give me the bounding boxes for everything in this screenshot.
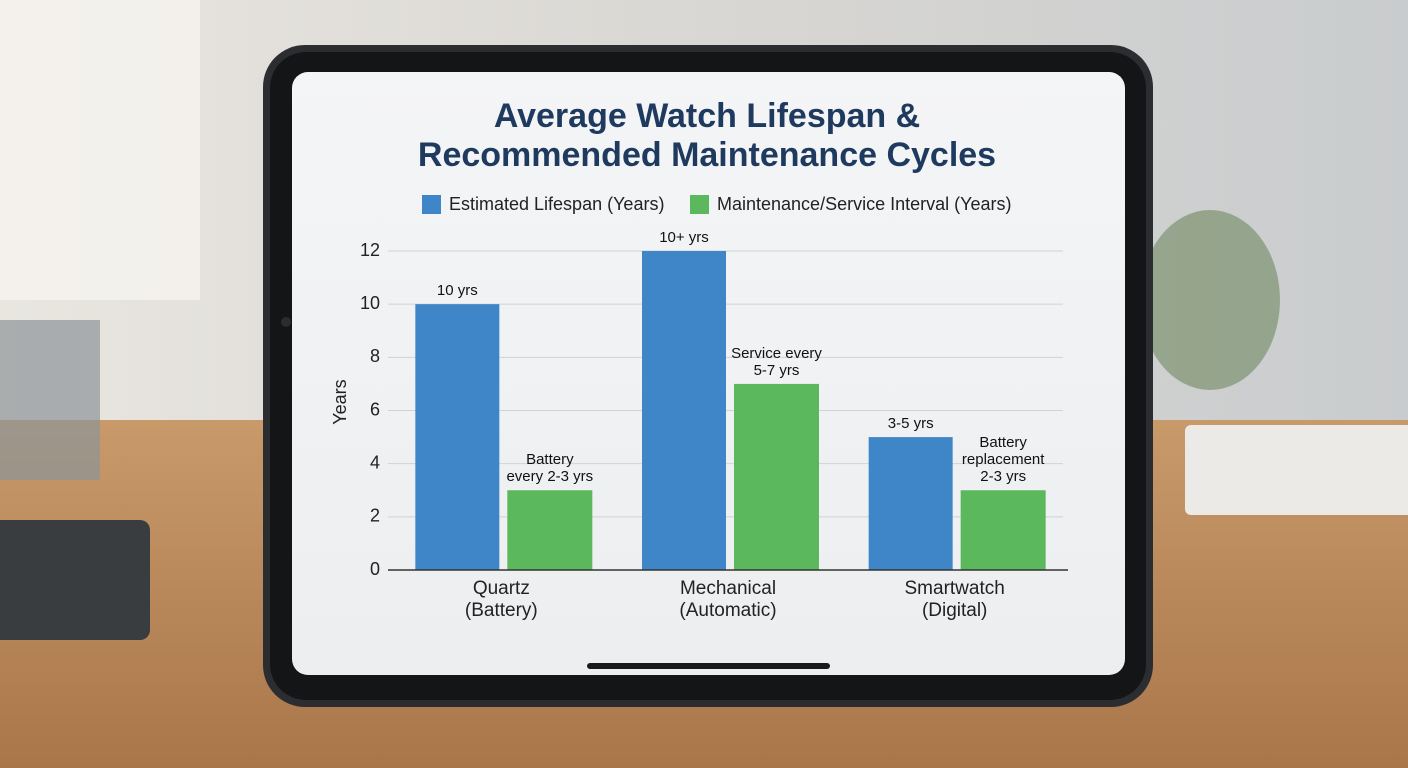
- bar: [642, 251, 726, 570]
- value-label: 3-5 yrs: [888, 415, 934, 432]
- pen-holder: [0, 320, 100, 480]
- value-label: Service every: [731, 345, 822, 362]
- notebook: [0, 520, 150, 640]
- value-label: 10 yrs: [437, 282, 478, 299]
- legend-label: Maintenance/Service Interval (Years): [717, 194, 1011, 214]
- legend-label: Estimated Lifespan (Years): [449, 194, 664, 214]
- bar: [868, 437, 953, 570]
- y-tick-label: 6: [370, 399, 380, 419]
- value-label: 2-3 yrs: [980, 468, 1026, 485]
- plant: [1140, 210, 1280, 390]
- legend-swatch: [690, 195, 709, 214]
- y-tick-label: 2: [370, 506, 380, 526]
- x-tick-label: (Battery): [465, 600, 538, 621]
- chart-title: Recommended Maintenance Cycles: [418, 136, 996, 174]
- papers: [1185, 425, 1408, 515]
- y-tick-label: 10: [360, 293, 380, 313]
- y-tick-label: 4: [370, 452, 380, 472]
- y-tick-label: 12: [360, 240, 380, 260]
- value-label: 10+ yrs: [659, 229, 709, 246]
- chart: Average Watch Lifespan &Recommended Main…: [330, 97, 1068, 621]
- value-label: Battery: [526, 451, 574, 468]
- legend-swatch: [422, 195, 441, 214]
- y-axis-label: Years: [330, 379, 350, 424]
- bar: [415, 304, 500, 570]
- x-tick-label: Smartwatch: [905, 578, 1005, 599]
- bar: [960, 490, 1046, 570]
- bar: [734, 383, 819, 570]
- chart-title: Average Watch Lifespan &: [494, 97, 920, 135]
- value-label: Battery: [979, 434, 1027, 451]
- bar: [507, 490, 593, 570]
- home-indicator: [587, 663, 830, 669]
- x-tick-label: Mechanical: [680, 578, 776, 599]
- value-label: every 2-3 yrs: [506, 468, 593, 485]
- x-tick-label: (Digital): [922, 600, 987, 621]
- camera: [281, 317, 291, 327]
- x-tick-label: (Automatic): [679, 600, 776, 621]
- x-tick-label: Quartz: [473, 578, 530, 599]
- y-tick-label: 0: [370, 559, 380, 579]
- value-label: replacement: [962, 451, 1045, 468]
- window-light: [0, 0, 200, 300]
- y-tick-label: 8: [370, 346, 380, 366]
- value-label: 5-7 yrs: [754, 362, 800, 379]
